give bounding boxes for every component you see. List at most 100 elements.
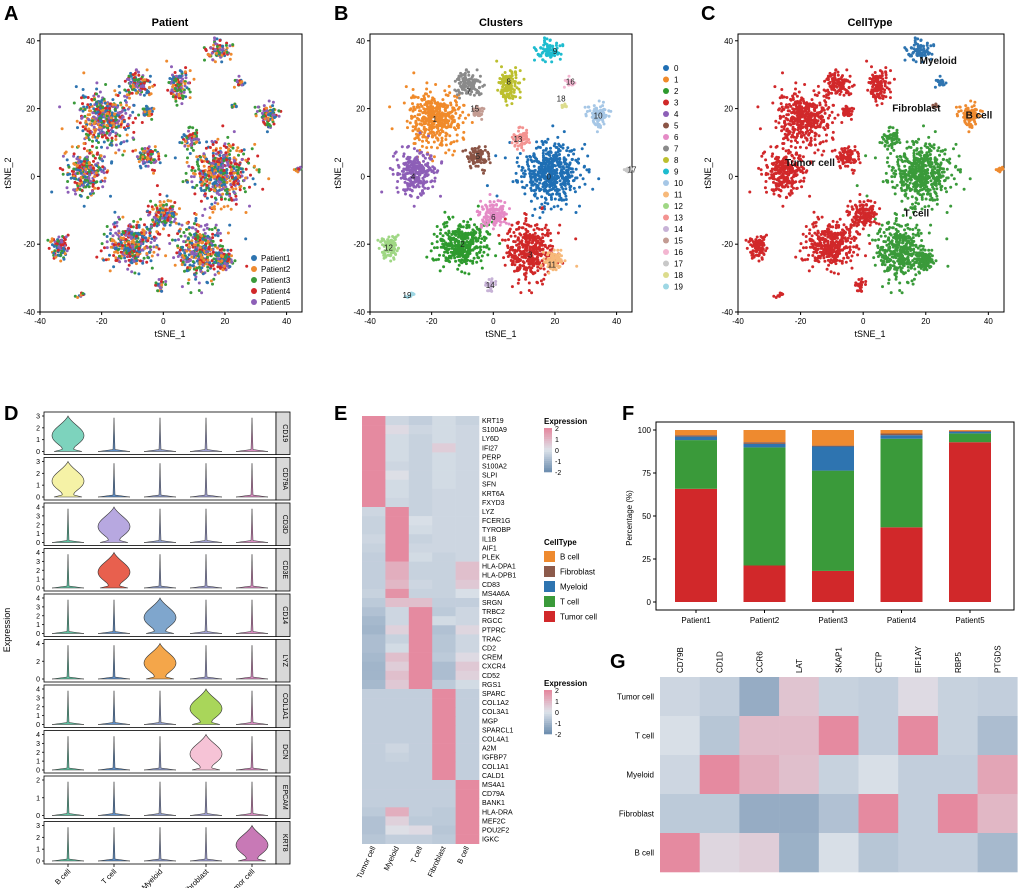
data-point bbox=[524, 277, 528, 281]
data-point bbox=[76, 171, 80, 175]
data-point bbox=[536, 160, 539, 164]
data-point bbox=[447, 84, 451, 88]
data-point bbox=[126, 267, 130, 271]
data-point bbox=[206, 269, 210, 273]
data-point bbox=[103, 133, 107, 137]
data-point bbox=[558, 179, 562, 183]
data-point bbox=[174, 99, 178, 103]
panel-letter-a: A bbox=[4, 3, 18, 25]
data-point bbox=[431, 165, 435, 169]
data-point bbox=[191, 236, 195, 239]
data-point bbox=[233, 162, 237, 166]
data-point bbox=[72, 177, 76, 180]
data-point bbox=[104, 106, 108, 110]
data-point bbox=[574, 167, 578, 171]
data-point bbox=[107, 129, 111, 133]
data-point bbox=[220, 259, 224, 263]
data-point bbox=[517, 260, 520, 263]
data-point bbox=[242, 186, 246, 190]
data-point bbox=[219, 207, 223, 211]
data-point bbox=[131, 73, 135, 77]
panel-a-ylabel: tSNE_2 bbox=[3, 157, 13, 188]
data-point bbox=[225, 171, 229, 175]
data-point bbox=[428, 125, 432, 129]
data-point bbox=[539, 188, 543, 191]
data-point bbox=[422, 115, 426, 119]
data-point bbox=[538, 181, 542, 185]
data-point bbox=[125, 95, 129, 99]
data-point bbox=[199, 224, 203, 228]
data-point bbox=[185, 249, 189, 253]
data-point bbox=[544, 140, 548, 144]
data-point bbox=[562, 130, 566, 134]
data-point bbox=[518, 263, 522, 267]
data-point bbox=[98, 90, 102, 94]
data-point bbox=[216, 234, 220, 238]
data-point bbox=[572, 178, 576, 182]
data-point bbox=[90, 97, 94, 101]
data-point bbox=[456, 246, 460, 250]
data-point bbox=[74, 85, 78, 89]
data-point bbox=[183, 82, 187, 85]
data-point bbox=[74, 192, 77, 196]
data-point bbox=[127, 227, 131, 231]
data-point bbox=[438, 107, 442, 110]
data-point bbox=[543, 201, 547, 205]
data-point bbox=[142, 232, 146, 236]
data-point bbox=[125, 139, 129, 143]
data-point bbox=[433, 179, 437, 183]
data-point bbox=[220, 197, 223, 201]
data-point bbox=[84, 136, 88, 140]
data-point bbox=[533, 207, 537, 211]
data-point bbox=[449, 250, 453, 254]
data-point bbox=[211, 282, 214, 286]
data-point bbox=[134, 84, 138, 88]
data-point bbox=[520, 165, 524, 169]
x-tick-label: -20 bbox=[96, 317, 108, 326]
data-point bbox=[216, 253, 220, 257]
data-point bbox=[127, 242, 130, 246]
legend-swatch bbox=[251, 299, 257, 305]
data-point bbox=[186, 256, 189, 260]
data-point bbox=[100, 145, 103, 149]
data-point bbox=[236, 171, 240, 175]
data-point bbox=[132, 232, 136, 236]
data-point bbox=[571, 170, 575, 174]
data-point bbox=[231, 43, 235, 47]
data-point bbox=[531, 169, 535, 173]
data-point bbox=[91, 111, 95, 115]
data-point bbox=[536, 269, 540, 273]
data-point bbox=[95, 255, 99, 259]
data-point bbox=[208, 146, 212, 149]
data-point bbox=[476, 239, 480, 243]
data-point bbox=[240, 174, 244, 178]
data-point bbox=[411, 102, 414, 106]
data-point bbox=[535, 280, 539, 284]
data-point bbox=[552, 205, 556, 209]
data-point bbox=[539, 279, 543, 283]
data-point bbox=[184, 66, 188, 70]
data-point bbox=[530, 291, 534, 295]
data-point bbox=[277, 114, 281, 118]
data-point bbox=[130, 240, 134, 244]
data-point bbox=[169, 92, 173, 95]
data-point bbox=[122, 237, 125, 241]
data-point bbox=[417, 138, 421, 142]
data-point bbox=[528, 260, 532, 264]
data-point bbox=[75, 119, 79, 123]
data-point bbox=[435, 246, 439, 250]
data-point bbox=[206, 265, 210, 269]
data-point bbox=[197, 281, 201, 285]
data-point bbox=[572, 152, 576, 156]
data-point bbox=[214, 140, 218, 144]
data-point bbox=[554, 145, 558, 149]
data-point bbox=[205, 186, 209, 190]
data-point bbox=[197, 289, 201, 292]
data-point bbox=[47, 246, 51, 250]
data-point bbox=[101, 105, 105, 109]
data-point bbox=[194, 217, 198, 220]
data-point bbox=[452, 140, 456, 144]
data-point bbox=[559, 207, 563, 211]
data-point bbox=[188, 266, 192, 270]
data-point bbox=[216, 265, 220, 269]
